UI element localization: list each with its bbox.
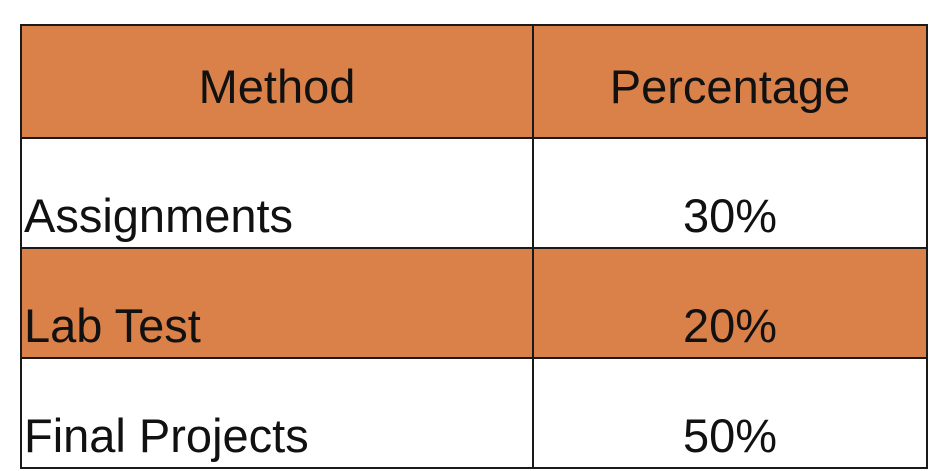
method-cell: Final Projects (20, 357, 534, 469)
table-row: Assignments 30% (20, 137, 928, 249)
table-row: Final Projects 50% (20, 357, 928, 469)
percentage-cell: 30% (532, 137, 928, 249)
header-method: Method (20, 24, 534, 139)
percentage-cell: 20% (532, 247, 928, 359)
table-header-row: Method Percentage (20, 24, 928, 139)
header-percentage: Percentage (532, 24, 928, 139)
assessment-weight-table: Method Percentage Assignments 30% Lab Te… (20, 24, 928, 469)
table-row: Lab Test 20% (20, 247, 928, 359)
method-cell: Assignments (20, 137, 534, 249)
percentage-cell: 50% (532, 357, 928, 469)
method-cell: Lab Test (20, 247, 534, 359)
